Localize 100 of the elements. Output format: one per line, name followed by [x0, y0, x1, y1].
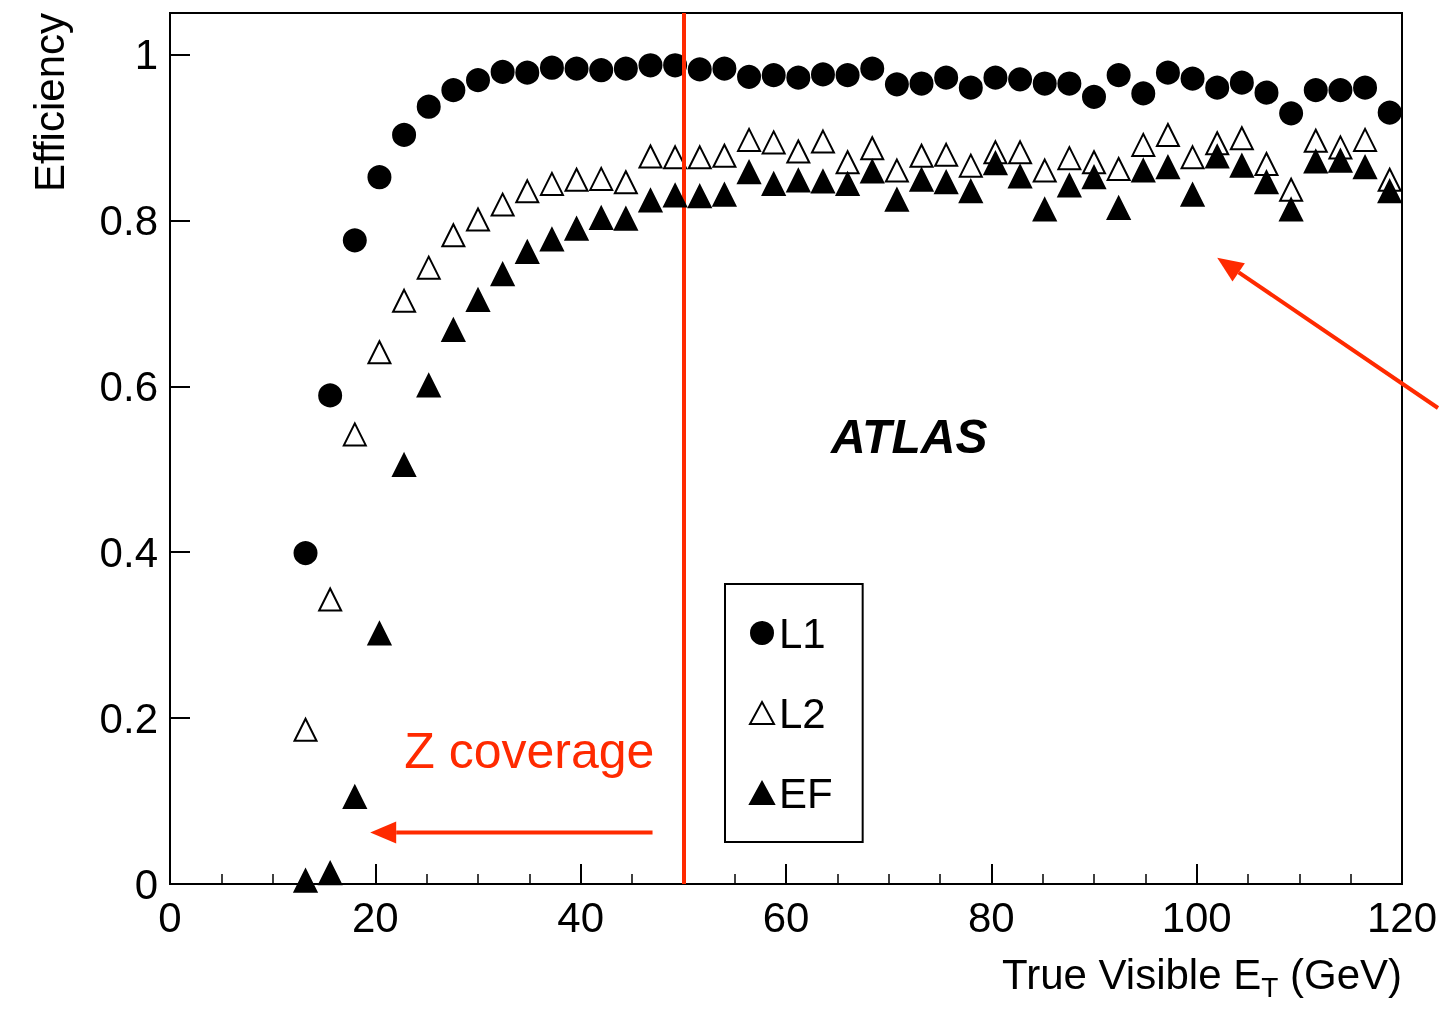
point [810, 62, 835, 87]
point [589, 58, 614, 83]
point [835, 171, 860, 196]
point [515, 239, 540, 264]
point [884, 158, 909, 183]
point [1229, 126, 1254, 151]
point [835, 63, 860, 88]
point [1155, 122, 1180, 147]
point [1353, 127, 1378, 152]
point [1106, 195, 1131, 220]
point [564, 167, 589, 192]
point [638, 53, 663, 78]
y-tick-label: 0.2 [99, 694, 158, 742]
point [1131, 81, 1156, 106]
point [909, 167, 934, 192]
point [737, 160, 762, 185]
y-tick-label: 1 [134, 30, 158, 78]
point [1303, 128, 1328, 153]
y-tick-label: 0.6 [99, 362, 158, 410]
point [1229, 70, 1254, 95]
point [909, 143, 934, 168]
point [1180, 145, 1205, 170]
point [860, 56, 885, 81]
point [1057, 71, 1082, 96]
point [539, 227, 564, 252]
point [638, 188, 663, 213]
point [983, 65, 1008, 90]
point [342, 228, 367, 253]
point [712, 56, 737, 81]
point [441, 223, 466, 248]
point [1008, 140, 1033, 165]
point [687, 57, 712, 82]
x-axis-title: True Visible E$_{T}$ (GeV) [1002, 951, 1402, 1004]
point [318, 861, 343, 886]
point [934, 170, 959, 195]
point [466, 288, 490, 313]
point [367, 621, 392, 646]
point [1353, 75, 1378, 100]
point [589, 205, 614, 230]
point [712, 182, 737, 207]
point [1131, 158, 1156, 183]
x-tick-label: 120 [1366, 893, 1438, 941]
point [1229, 153, 1254, 178]
point [1032, 197, 1057, 222]
point [416, 255, 441, 280]
y-tick-label: 0 [134, 860, 158, 908]
point [1008, 164, 1033, 189]
point [1032, 158, 1057, 183]
point [983, 151, 1008, 176]
point [1254, 80, 1279, 105]
point [318, 383, 343, 408]
point [1032, 71, 1057, 96]
point [958, 153, 983, 178]
x-tick-label: 100 [1161, 893, 1232, 941]
point [490, 59, 515, 84]
point [1180, 66, 1205, 91]
point [613, 170, 638, 195]
point [416, 373, 441, 398]
legend-label: EF [779, 769, 833, 817]
y-tick-label: 0.8 [99, 196, 158, 244]
point [1279, 101, 1304, 126]
point [1057, 146, 1082, 171]
point [1377, 179, 1402, 204]
point [1279, 197, 1304, 222]
x-tick-label: 80 [967, 893, 1015, 941]
point [1106, 156, 1131, 181]
point [1353, 155, 1378, 180]
point [416, 94, 441, 119]
point [441, 78, 466, 103]
x-tick-label: 60 [762, 893, 810, 941]
point [909, 71, 934, 96]
point [466, 207, 490, 232]
point [1254, 170, 1279, 195]
annotation: Z coverage [404, 723, 655, 780]
point [515, 60, 540, 85]
point [761, 63, 786, 88]
point [342, 784, 367, 809]
point [687, 145, 712, 170]
point [1279, 177, 1304, 202]
point [1008, 67, 1033, 92]
point [712, 143, 737, 168]
point [737, 64, 762, 89]
point [958, 75, 983, 100]
point [1205, 75, 1230, 100]
point [392, 122, 417, 147]
y-tick-label: 0.4 [99, 528, 158, 576]
point [392, 288, 417, 313]
point [613, 206, 638, 231]
point [638, 144, 663, 169]
legend-label: L1 [779, 609, 826, 657]
point [293, 868, 318, 893]
point [1328, 78, 1353, 103]
point [318, 587, 343, 612]
point [737, 127, 762, 152]
point [786, 139, 811, 164]
point [367, 165, 392, 190]
point [1106, 63, 1131, 88]
x-tick-label: 40 [557, 893, 605, 941]
point [441, 317, 466, 342]
point [613, 56, 638, 81]
